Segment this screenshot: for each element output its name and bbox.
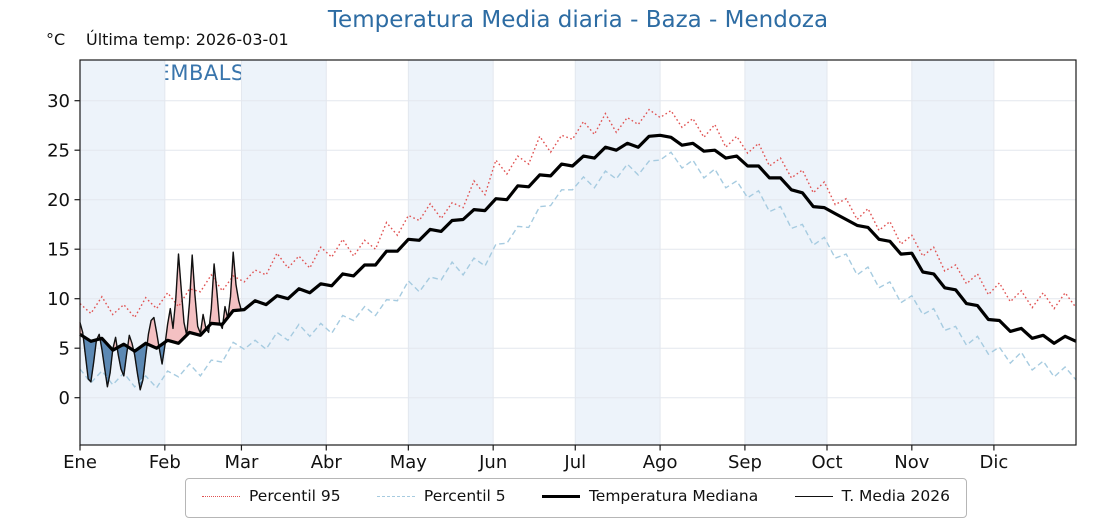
x-tick-label: Oct [811, 452, 842, 473]
legend: Percentil 95 Percentil 5 Temperatura Med… [185, 478, 967, 518]
figure-canvas: { "title": "Temperatura Media diaria - B… [46, 7, 1077, 518]
legend-item-tmedia-2026: T. Media 2026 [794, 487, 950, 505]
y-tick-label: 5 [59, 339, 70, 360]
x-tick-label: Ago [643, 452, 678, 473]
legend-label: T. Media 2026 [841, 487, 950, 505]
mediana-line-sample [541, 494, 580, 498]
x-tick-label: Sep [728, 452, 762, 473]
last-temp-label: Última temp: 2026-03-01 [86, 30, 289, 49]
tmedia-2026-line [79, 251, 243, 391]
legend-item-percentil-5: Percentil 5 [376, 487, 506, 505]
x-tick-label: Mar [224, 452, 259, 473]
percentil-5-line [79, 151, 1077, 389]
legend-item-mediana: Temperatura Mediana [541, 487, 759, 505]
percentil-5-line-sample [376, 495, 415, 497]
legend-label: Percentil 95 [249, 487, 341, 505]
percentil-95-line-sample [202, 495, 240, 497]
units-label: °C [46, 30, 66, 49]
x-tick-label: Abr [311, 452, 343, 473]
x-tick-label: Dic [980, 452, 1009, 473]
x-tick-label: May [390, 452, 428, 473]
gridlines [80, 60, 1076, 445]
y-tick-label: 0 [59, 388, 70, 409]
legend-label: Percentil 5 [423, 487, 506, 505]
legend-item-percentil-95: Percentil 95 [202, 487, 341, 505]
axis-ticks: 0 5 10 15 20 25 30 Ene Feb Mar Abr May Jun Jul Ago Sep O… [47, 91, 1008, 473]
legend-label: Temperatura Mediana [588, 487, 759, 505]
y-tick-label: 25 [47, 141, 70, 162]
page-title: Temperatura Media diaria - Baza - Mendoz… [327, 7, 829, 33]
x-tick-label: Ene [63, 452, 97, 473]
month-bands [80, 60, 994, 445]
y-tick-label: 20 [47, 190, 70, 211]
plot-border [79, 59, 1077, 446]
y-tick-label: 10 [47, 289, 70, 310]
x-tick-label: Nov [894, 452, 929, 473]
y-tick-label: 30 [47, 91, 70, 112]
percentil-95-line [79, 108, 1077, 319]
tmedia-2026-line-sample [794, 495, 833, 497]
mediana-line [79, 133, 1077, 353]
plot-svg: 0 5 10 15 20 25 30 Ene Feb Mar Abr May Jun Jul Ago Sep O… [47, 59, 1077, 473]
x-tick-label: Jul [563, 452, 586, 473]
x-tick-label: Feb [149, 452, 181, 473]
x-tick-label: Jun [478, 452, 507, 473]
y-tick-label: 15 [47, 240, 70, 261]
